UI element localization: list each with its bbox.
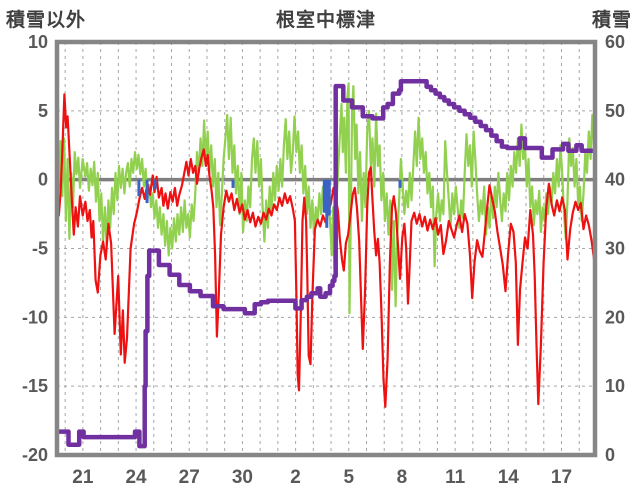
right-axis-tick-label: 0 [605, 445, 615, 465]
blue-bars [325, 179, 329, 228]
right-axis-tick-label: 30 [605, 239, 625, 259]
red-line [57, 93, 595, 408]
series-group [57, 78, 595, 449]
right-axis-tick-label: 20 [605, 307, 625, 327]
green-line [57, 82, 595, 315]
x-axis-tick-label: 21 [72, 467, 94, 488]
blue-bars [137, 179, 141, 197]
blue-bars [231, 179, 235, 188]
right-axis-tick-label: 50 [605, 101, 625, 121]
x-axis-tick-label: 5 [343, 467, 354, 488]
blue-bars [327, 179, 331, 216]
blue-bars [145, 179, 149, 204]
x-axis-tick-label: 30 [232, 467, 253, 488]
x-axis-tick-label: 11 [445, 467, 466, 488]
x-axis-tick-label: 2 [290, 467, 301, 488]
x-axis-tick-label: 8 [397, 467, 408, 488]
right-axis-title: 積雪 [591, 10, 632, 31]
right-axis-tick-label: 40 [605, 170, 625, 190]
left-axis-tick-label: 10 [28, 32, 48, 52]
left-axis-tick-label: -15 [22, 376, 48, 396]
x-axis-tick-label: 14 [498, 467, 520, 488]
left-axis-tick-label: -20 [22, 445, 48, 465]
left-axis-tick-label: -5 [32, 239, 48, 259]
snow-depth-line [57, 78, 595, 449]
left-axis-tick-label: 0 [38, 170, 48, 190]
blue-bars [398, 179, 402, 188]
blue-bars [153, 179, 157, 190]
left-axis-title: 積雪以外 [6, 10, 87, 31]
left-axis-tick-label: 5 [38, 101, 48, 121]
right-axis-tick-label: 10 [605, 376, 625, 396]
x-axis-tick-label: 24 [125, 467, 147, 488]
x-axis-tick-label: 17 [551, 467, 572, 488]
left-axis-tick-label: -10 [22, 307, 48, 327]
plot-frame [54, 39, 598, 458]
x-axis-tick-label: 27 [179, 467, 200, 488]
page-title: 根室中標津 [275, 10, 376, 31]
blue-bars [322, 179, 326, 213]
right-axis-tick-label: 60 [605, 32, 625, 52]
